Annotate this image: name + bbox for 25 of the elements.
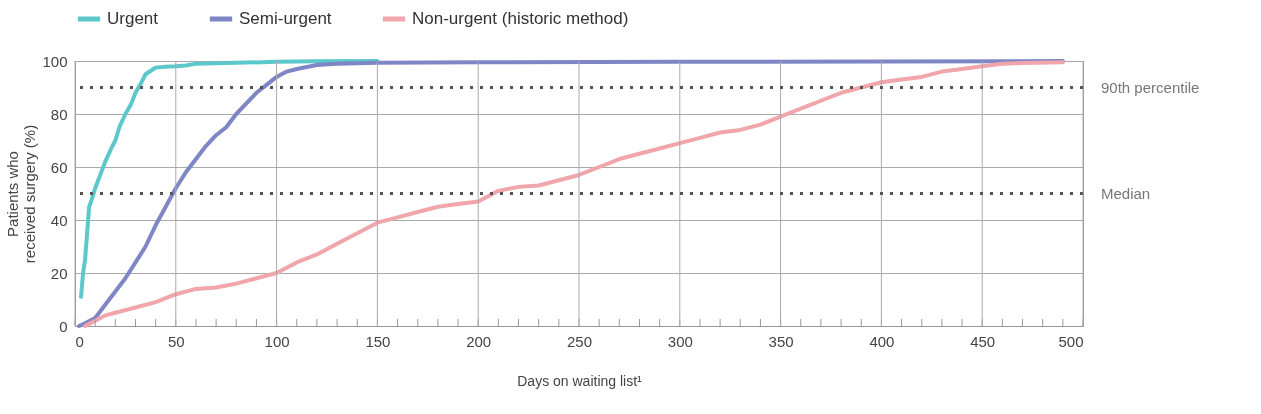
y-tick-label: 100 <box>42 52 68 70</box>
x-tick-label: 300 <box>667 332 693 350</box>
x-tick-label: 150 <box>365 332 391 350</box>
legend-label: Non-urgent (historic method) <box>412 9 629 28</box>
legend-label: Urgent <box>107 9 159 28</box>
x-axis-title: Days on waiting list¹ <box>517 372 643 389</box>
legend-label: Semi-urgent <box>239 9 332 28</box>
x-tick-label: 0 <box>75 332 84 350</box>
y-tick-label: 0 <box>59 317 68 335</box>
line-series <box>79 59 380 299</box>
x-tick-label: 500 <box>1058 332 1084 350</box>
y-tick-label: 60 <box>50 158 68 176</box>
x-tick-label: 400 <box>869 332 895 350</box>
y-tick-label: 40 <box>50 211 68 229</box>
x-tick-label: 350 <box>768 332 794 350</box>
x-tick-label: 100 <box>264 332 290 350</box>
y-tick-label: 80 <box>50 105 68 123</box>
x-tick-label: 50 <box>167 332 185 350</box>
y-axis-title: Patients who received surgery (%) <box>4 124 39 264</box>
x-tick-label: 200 <box>466 332 492 350</box>
ref-line-label: Median <box>1101 184 1151 202</box>
ref-line-label: 90th percentile <box>1101 78 1200 96</box>
x-tick-label: 250 <box>566 332 593 350</box>
x-tick-label: 450 <box>970 332 996 350</box>
y-tick-label: 20 <box>50 264 68 282</box>
